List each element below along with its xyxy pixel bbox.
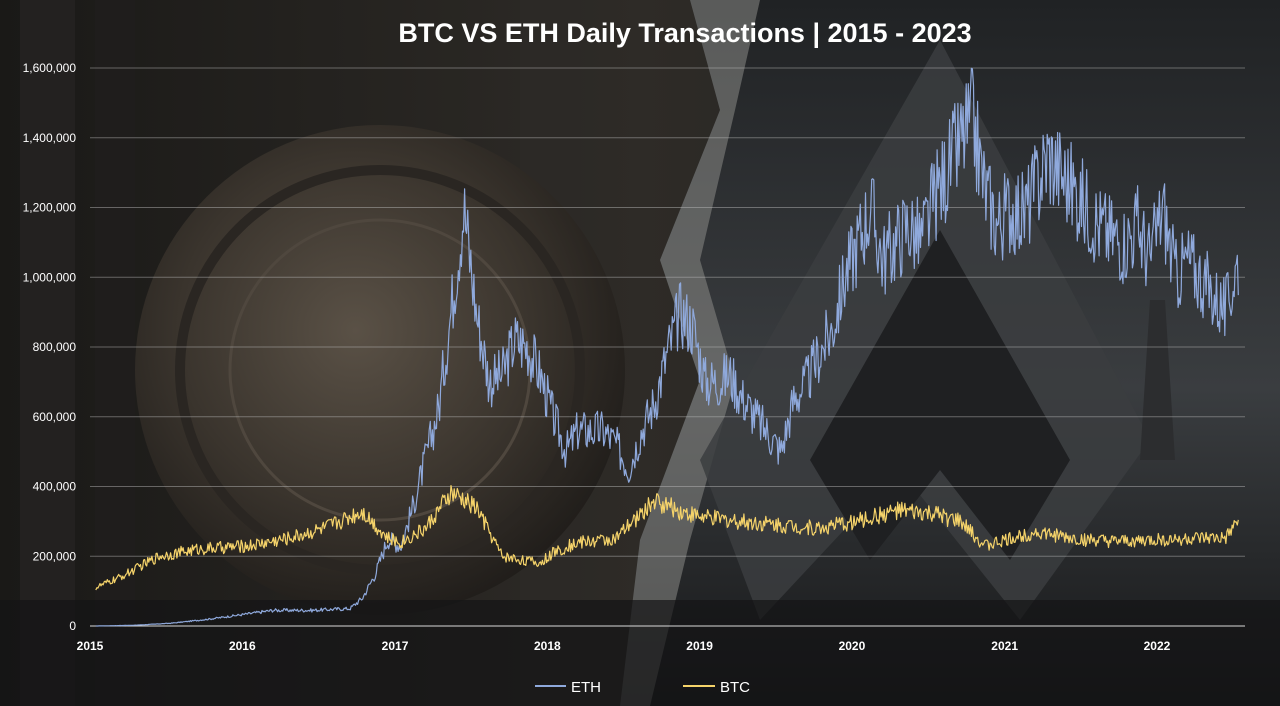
x-tick-label: 2017 <box>382 639 409 653</box>
y-tick-label: 400,000 <box>33 480 77 494</box>
x-axis: 2015 2016 2017 2018 2019 2020 2021 2022 <box>77 639 1171 653</box>
y-tick-label: 0 <box>69 619 76 633</box>
y-tick-label: 200,000 <box>33 549 77 563</box>
y-tick-label: 800,000 <box>33 340 77 354</box>
y-tick-label: 600,000 <box>33 410 77 424</box>
x-tick-label: 2016 <box>229 639 256 653</box>
series-line-eth <box>95 67 1239 627</box>
coin-illustration <box>135 125 625 615</box>
chart-title: BTC VS ETH Daily Transactions | 2015 - 2… <box>398 18 971 48</box>
y-tick-label: 1,200,000 <box>23 201 77 215</box>
x-tick-label: 2019 <box>686 639 713 653</box>
y-axis: 0 200,000 400,000 600,000 800,000 1,000,000 1,… <box>23 61 77 633</box>
y-tick-label: 1,400,000 <box>23 131 77 145</box>
series-group <box>95 67 1239 627</box>
y-tick-label: 1,000,000 <box>23 270 77 284</box>
x-tick-label: 2018 <box>534 639 561 653</box>
legend-eth-label: ETH <box>571 679 601 696</box>
gridlines <box>90 67 1245 557</box>
legend: ETH BTC <box>535 679 750 696</box>
x-tick-label: 2022 <box>1144 639 1171 653</box>
series-line-btc <box>95 485 1239 591</box>
x-tick-label: 2021 <box>991 639 1018 653</box>
legend-btc-label: BTC <box>720 679 750 696</box>
x-tick-label: 2015 <box>77 639 104 653</box>
x-tick-label: 2020 <box>839 639 866 653</box>
y-tick-label: 1,600,000 <box>23 61 77 75</box>
